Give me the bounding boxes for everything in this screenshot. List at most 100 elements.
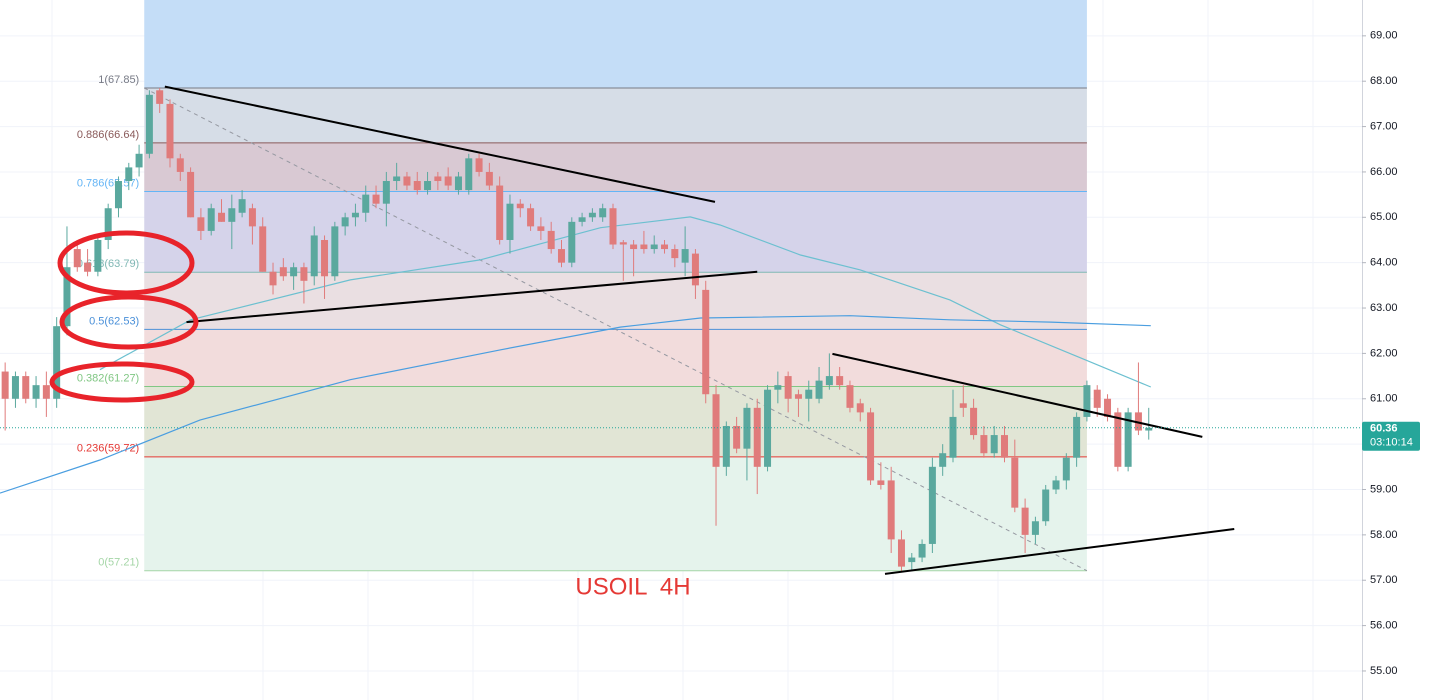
y-tick-label: 59.00	[1370, 483, 1398, 495]
candle-body	[135, 153, 143, 168]
candle-body	[537, 226, 545, 231]
candle-body	[1031, 521, 1039, 535]
candle-body	[1011, 457, 1019, 508]
candle-body	[733, 425, 741, 449]
candle-body	[970, 407, 978, 436]
candle-body	[290, 267, 298, 277]
last-price-label: 60.36	[1370, 423, 1398, 435]
candle-body	[630, 244, 638, 250]
candle-body	[73, 249, 81, 268]
candle-body	[22, 376, 30, 399]
candle-body	[496, 185, 504, 240]
trendline	[832, 352, 1203, 438]
y-tick-label: 62.00	[1370, 347, 1398, 359]
candle-body	[794, 394, 802, 399]
fib-zone	[144, 329, 1087, 387]
candle-body	[207, 208, 215, 231]
candle-body	[1083, 385, 1091, 417]
candle-body	[1001, 435, 1009, 458]
candle-body	[331, 226, 339, 277]
candle-body	[341, 217, 349, 227]
candle-body	[424, 181, 432, 191]
candle-body	[877, 480, 885, 485]
fib-zone	[144, 88, 1087, 143]
candle-body	[928, 466, 936, 544]
last-price-box	[1362, 421, 1420, 451]
candle-body	[805, 389, 813, 399]
y-tick-label: 67.00	[1370, 120, 1398, 132]
candle-body	[485, 171, 493, 186]
candle-body	[506, 203, 514, 240]
countdown-label: 03:10:14	[1370, 437, 1413, 449]
candle-body	[393, 176, 401, 182]
candle-body	[908, 557, 916, 563]
candle-body	[434, 176, 442, 182]
fib-zone	[144, 142, 1087, 192]
candle-body	[11, 376, 19, 399]
candle-body	[815, 380, 823, 399]
candle-body	[125, 167, 133, 182]
candle-body	[867, 412, 875, 481]
candle-body	[84, 262, 92, 272]
candle-body	[619, 242, 627, 245]
candle-body	[259, 226, 267, 272]
candle-body	[671, 249, 679, 259]
candle-body	[784, 376, 792, 399]
candle-body	[238, 199, 246, 213]
candle-body	[1073, 416, 1081, 458]
highlight-ellipse	[59, 294, 199, 350]
candle-body	[94, 239, 102, 272]
candle-body	[959, 403, 967, 408]
price-axis: 55.0056.0057.0058.0059.0060.0061.0062.00…	[1362, 30, 1420, 677]
candle-body	[218, 212, 226, 222]
candle-body	[691, 253, 699, 286]
price-axis-bg	[1362, 0, 1436, 700]
candle-body	[1021, 507, 1029, 535]
candle-body	[156, 90, 164, 104]
y-tick-label: 68.00	[1370, 75, 1398, 87]
candle-body	[269, 271, 277, 286]
candle-body	[362, 194, 370, 213]
candle-body	[640, 244, 648, 250]
candle-body	[918, 543, 926, 558]
fib-zone	[144, 386, 1087, 457]
fib-zone	[144, 456, 1087, 571]
fib-label: 1(67.85)	[98, 74, 139, 86]
trendline	[186, 270, 758, 324]
candle-body	[650, 244, 658, 250]
candle-body	[1124, 412, 1132, 467]
fib-label: 0.5(62.53)	[89, 315, 139, 327]
candle-body	[681, 249, 689, 263]
candle-body	[228, 208, 236, 222]
candle-body	[609, 208, 617, 245]
candle-body	[980, 435, 988, 454]
candle-body	[836, 376, 844, 386]
candle-body	[527, 208, 535, 227]
y-tick-label: 64.00	[1370, 257, 1398, 269]
candle-body	[310, 235, 318, 277]
y-tick-label: 58.00	[1370, 529, 1398, 541]
candle-body	[300, 267, 308, 281]
highlight-ellipse	[57, 230, 195, 296]
candle-body	[444, 176, 452, 186]
moving-average	[99, 216, 1152, 388]
y-tick-label: 57.00	[1370, 574, 1398, 586]
candle-body	[825, 376, 833, 386]
candle-body	[145, 94, 153, 154]
candle-body	[114, 181, 122, 209]
candle-body	[279, 267, 287, 277]
candle-body	[42, 385, 50, 399]
candle-body	[578, 217, 586, 222]
fib-label: 0.618(63.79)	[77, 258, 139, 270]
candle-body	[63, 267, 71, 327]
fib-zone	[144, 0, 1087, 89]
candle-body	[1062, 457, 1070, 481]
candle-body	[413, 181, 421, 191]
candle-body	[197, 217, 205, 231]
candle-body	[104, 208, 112, 240]
candle-body	[939, 453, 947, 467]
candle-body	[1093, 389, 1101, 408]
candle-body	[176, 158, 184, 172]
moving-average	[0, 315, 1151, 494]
